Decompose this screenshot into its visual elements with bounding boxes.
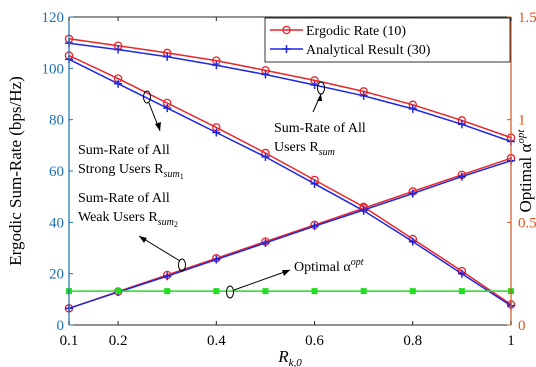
data-point (457, 172, 466, 181)
y-right-tick-label: 1 (518, 113, 526, 129)
data-point (359, 91, 368, 100)
y-left-tick-label: 100 (42, 61, 65, 77)
x-tick-label: 0.4 (207, 333, 226, 349)
y-right-tick-label: 1.5 (518, 10, 536, 26)
data-point (359, 206, 368, 215)
series-line (68, 58, 512, 307)
x-tick-label: 0.6 (305, 333, 324, 349)
data-point (261, 152, 270, 161)
series-alpha-square (66, 288, 514, 295)
data-point (409, 288, 416, 295)
data-point (261, 70, 270, 79)
legend: Ergodic Rate (10) Analytical Result (30) (264, 17, 511, 63)
legend-item-analytical: Analytical Result (30) (270, 43, 431, 58)
data-point (262, 288, 269, 295)
data-point (310, 222, 319, 231)
legend-item-ergodic: Ergodic Rate (10) (270, 24, 406, 39)
x-tick-label: 1 (507, 333, 515, 349)
annotation-weak-line2: Weak Users Rsum2 (78, 210, 178, 229)
y-left-tick-label: 40 (49, 215, 64, 231)
data-point (457, 269, 466, 278)
x-tick-label: 0.1 (60, 333, 79, 349)
data-point (163, 104, 172, 113)
data-point (310, 81, 319, 90)
series-strong-circle (64, 51, 516, 309)
y-left-tick-label: 60 (49, 164, 64, 180)
annotation-sum-line2: Users Rsum (274, 140, 335, 158)
data-point (408, 104, 417, 113)
data-point (212, 128, 221, 137)
data-point (212, 255, 221, 264)
annotation-weak: Sum-Rate of All Weak Users Rsum2 (78, 191, 186, 272)
data-point (163, 52, 172, 61)
series-line (68, 157, 512, 310)
y-axis-left-label: Ergodic Sum-Rate (bps/Hz) (6, 76, 25, 265)
data-point (213, 288, 220, 295)
series-line (68, 38, 512, 139)
legend-label-ergodic: Ergodic Rate (10) (306, 24, 406, 39)
x-tick-label: 0.2 (109, 333, 128, 349)
annotation-alpha: Optimal αopt (226, 257, 364, 299)
data-point (458, 288, 465, 295)
annotation-strong-line2: Strong Users Rsum1 (78, 162, 184, 181)
annotation-alpha-text: Optimal αopt (294, 257, 364, 275)
data-point (114, 45, 123, 54)
y-right-tick-label: 0 (518, 318, 526, 334)
y-left-tick-label: 20 (49, 267, 64, 283)
annotation-sum: Sum-Rate of All Users Rsum (274, 81, 366, 158)
data-point (408, 237, 417, 246)
annotation-weak-line1: Sum-Rate of All (78, 191, 170, 206)
y-left-tick-label: 80 (49, 113, 64, 129)
y-right-tick-label: 0.5 (518, 215, 536, 231)
data-point (115, 288, 122, 295)
y-left-tick-label: 120 (42, 10, 65, 26)
series-layer (64, 34, 516, 313)
x-axis-label: Rk,0 (277, 347, 302, 367)
data-point (114, 79, 123, 88)
annotation-strong: Sum-Rate of All Strong Users Rsum1 (78, 90, 184, 181)
series-strong-plus (65, 55, 515, 310)
y-left-tick-label: 0 (57, 318, 65, 334)
legend-label-analytical: Analytical Result (30) (306, 43, 431, 58)
series-line (68, 42, 512, 143)
data-point (163, 272, 172, 281)
y-axis-right-label: Optimal αopt (515, 129, 535, 213)
data-point (261, 238, 270, 247)
data-point (360, 288, 367, 295)
data-point (212, 61, 221, 70)
data-point (310, 179, 319, 188)
data-point (457, 120, 466, 129)
data-point (408, 189, 417, 198)
x-tick-label: 0.8 (403, 333, 422, 349)
data-point (164, 288, 171, 295)
data-point (311, 288, 318, 295)
annotation-strong-line1: Sum-Rate of All (78, 143, 170, 158)
annotation-sum-line1: Sum-Rate of All (274, 121, 366, 136)
series-line (68, 54, 512, 306)
series-line (68, 159, 512, 310)
